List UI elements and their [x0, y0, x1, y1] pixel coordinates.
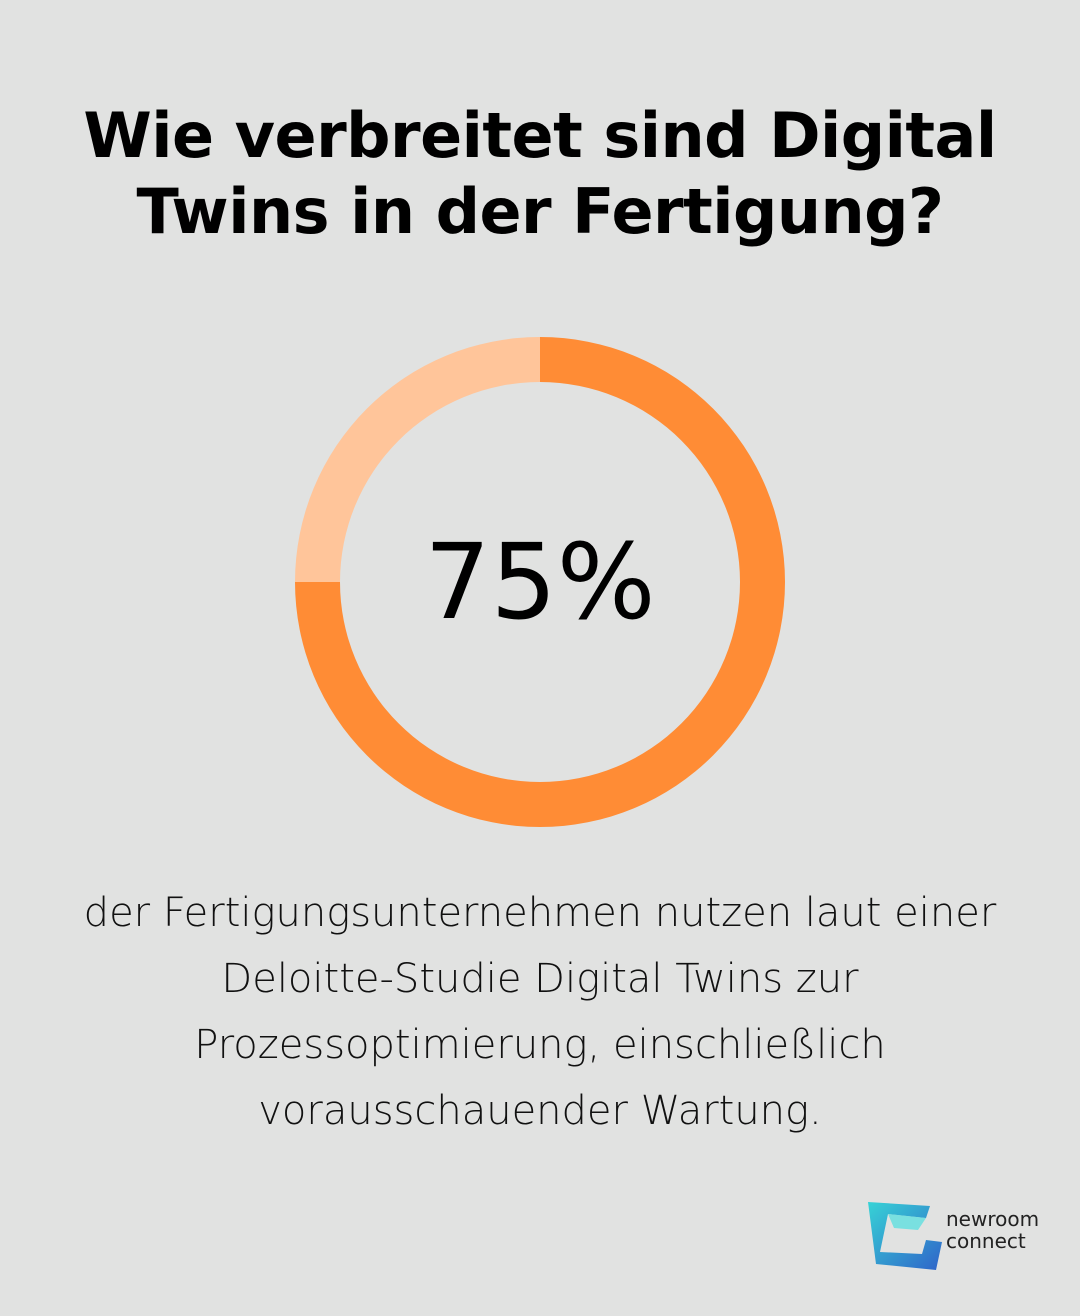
- logo-line-1: newroom: [946, 1207, 1040, 1231]
- donut-slice-1: [295, 337, 540, 582]
- donut-slices: [295, 337, 785, 827]
- center-value-label: 75%: [424, 521, 655, 643]
- logo-wordmark: newroom connect: [946, 1208, 1039, 1252]
- logo-line-2: connect: [946, 1229, 1026, 1253]
- chart-description: der Fertigungsunternehmen nutzen laut ei…: [83, 890, 997, 1134]
- newroom-connect-logo-icon: [868, 1202, 942, 1270]
- brand-logo: newroom connect: [866, 1200, 1046, 1276]
- donut-chart: 75%: [295, 337, 785, 827]
- chart-title: Wie verbreitet sind Digital Twins in der…: [83, 99, 997, 248]
